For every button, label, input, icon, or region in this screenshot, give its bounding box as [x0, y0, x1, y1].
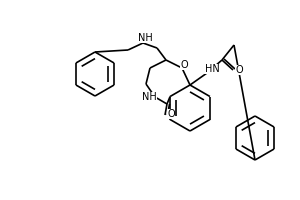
Text: NH: NH [138, 33, 152, 43]
Text: O: O [167, 109, 175, 119]
Text: O: O [180, 60, 188, 70]
Text: NH: NH [142, 92, 156, 102]
Text: O: O [235, 65, 243, 75]
Text: HN: HN [205, 64, 219, 74]
